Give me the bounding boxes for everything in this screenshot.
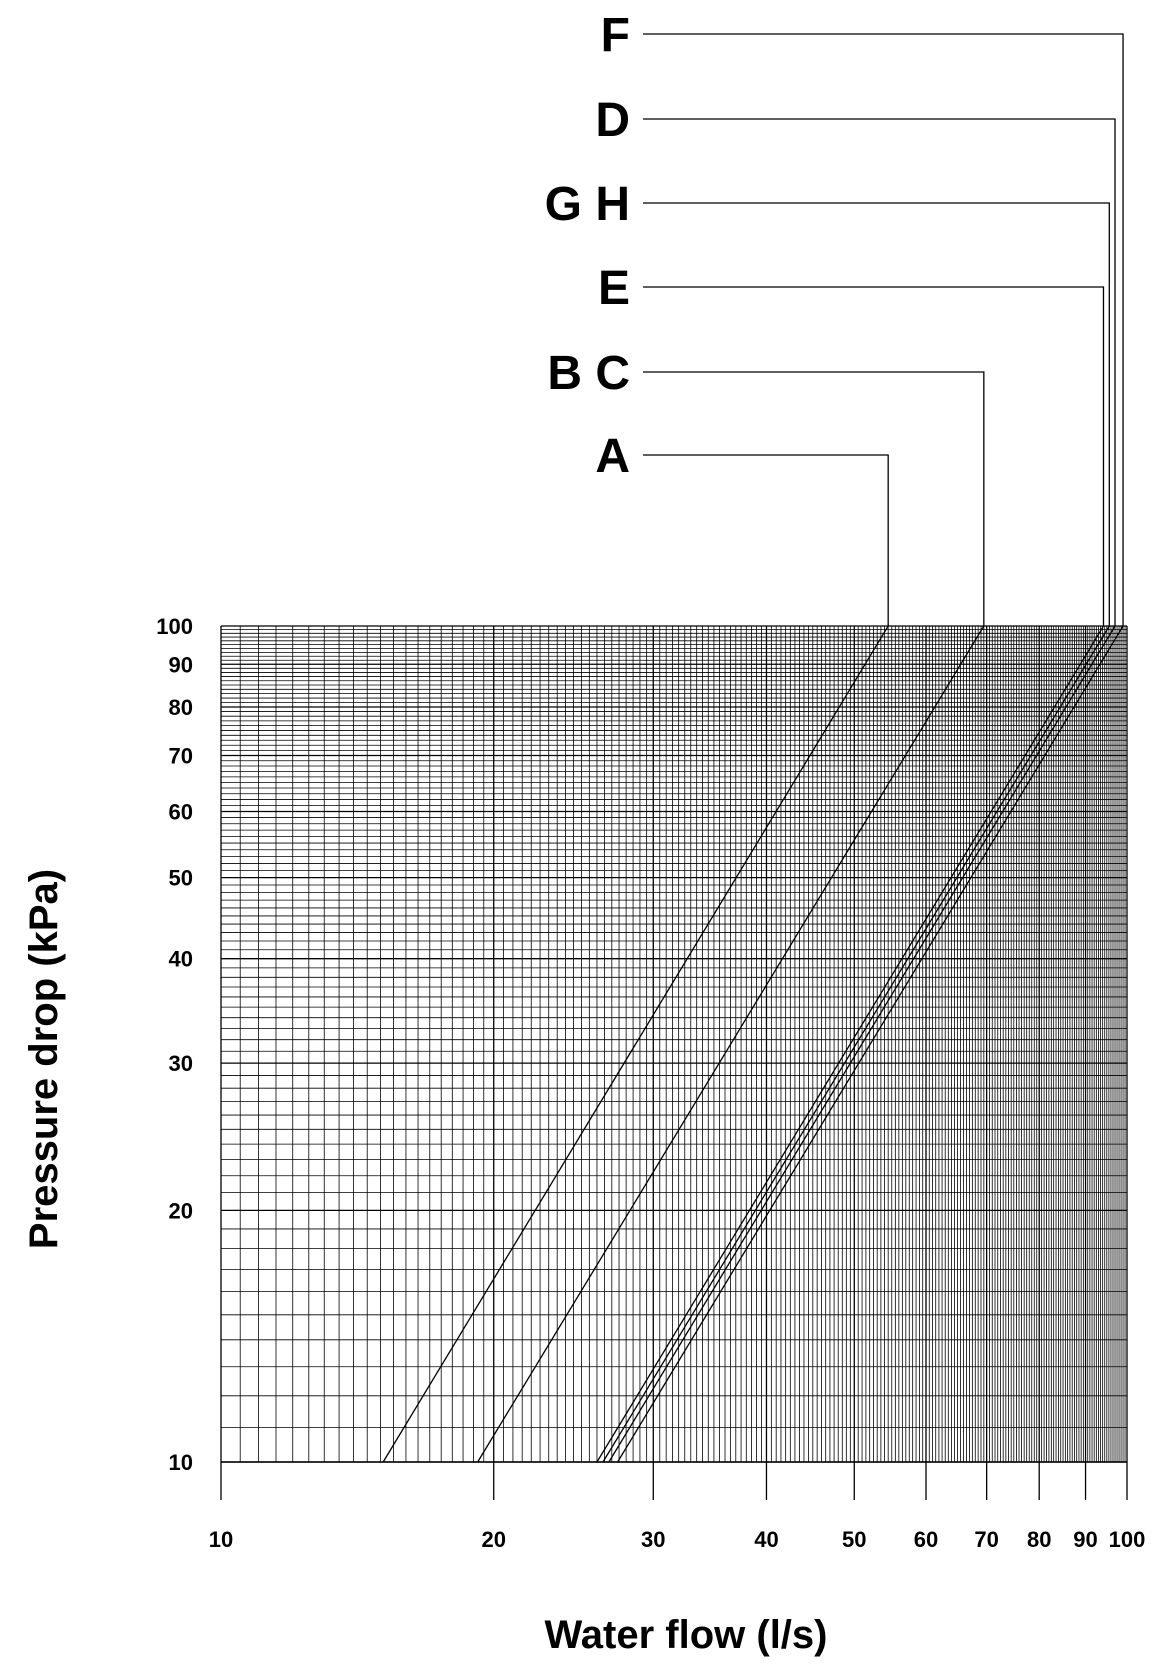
plot-grid: [220, 625, 1128, 1463]
x-tick-label: 10: [209, 1527, 233, 1552]
leader-line-a: [643, 454, 889, 626]
y-tick-label: 70: [169, 743, 193, 768]
y-tick-label: 60: [169, 799, 193, 824]
series-line-d: [608, 625, 1116, 1463]
leader-line-d: [643, 118, 1116, 626]
x-tick-label: 20: [481, 1527, 505, 1552]
x-axis-title: Water flow (l/s): [545, 1613, 828, 1657]
y-tick-label: 40: [169, 947, 193, 972]
series-line-f: [617, 625, 1124, 1463]
y-axis-title: Pressure drop (kPa): [22, 869, 66, 1249]
curve-label-d: D: [595, 94, 630, 147]
series-line-e: [596, 625, 1105, 1463]
leader-line-b-c: [643, 371, 985, 626]
x-axis: 10 20 30 40 50 60 70 80 90 100: [209, 1461, 1146, 1552]
y-tick-label: 20: [169, 1198, 193, 1223]
x-tick-label: 50: [842, 1527, 866, 1552]
x-tick-label: 30: [641, 1527, 665, 1552]
leader-line-g-h: [643, 202, 1110, 626]
curve-label-b-c: B C: [547, 347, 630, 400]
leader-line-f: [643, 33, 1124, 626]
series-line-b-c: [477, 625, 985, 1463]
y-tick-label: 80: [169, 695, 193, 720]
y-tick-label: 10: [169, 1450, 193, 1475]
curve-label-layer: FD G H E B C A: [545, 9, 1124, 626]
x-tick-label: 60: [914, 1527, 938, 1552]
curve-label-a: A: [595, 430, 630, 483]
series-line-a: [382, 625, 889, 1463]
x-tick-label: 80: [1027, 1527, 1051, 1552]
leader-line-e: [643, 286, 1105, 626]
x-tick-label: 90: [1073, 1527, 1097, 1552]
series-line-g-h: [602, 625, 1110, 1463]
curve-label-g-h: G H: [545, 178, 630, 231]
x-tick-label: 100: [1109, 1527, 1146, 1552]
curve-layer: [382, 625, 1124, 1463]
y-tick-label: 100: [156, 614, 193, 639]
curve-label-e: E: [598, 262, 630, 315]
x-tick-label: 70: [974, 1527, 998, 1552]
y-tick-label: 50: [169, 866, 193, 891]
y-tick-label: 90: [169, 652, 193, 677]
y-axis: 10 20 30 40 50 60 70 80 90 100: [156, 614, 193, 1475]
x-tick-label: 40: [754, 1527, 778, 1552]
curve-label-f: F: [601, 9, 630, 62]
y-tick-label: 30: [169, 1051, 193, 1076]
